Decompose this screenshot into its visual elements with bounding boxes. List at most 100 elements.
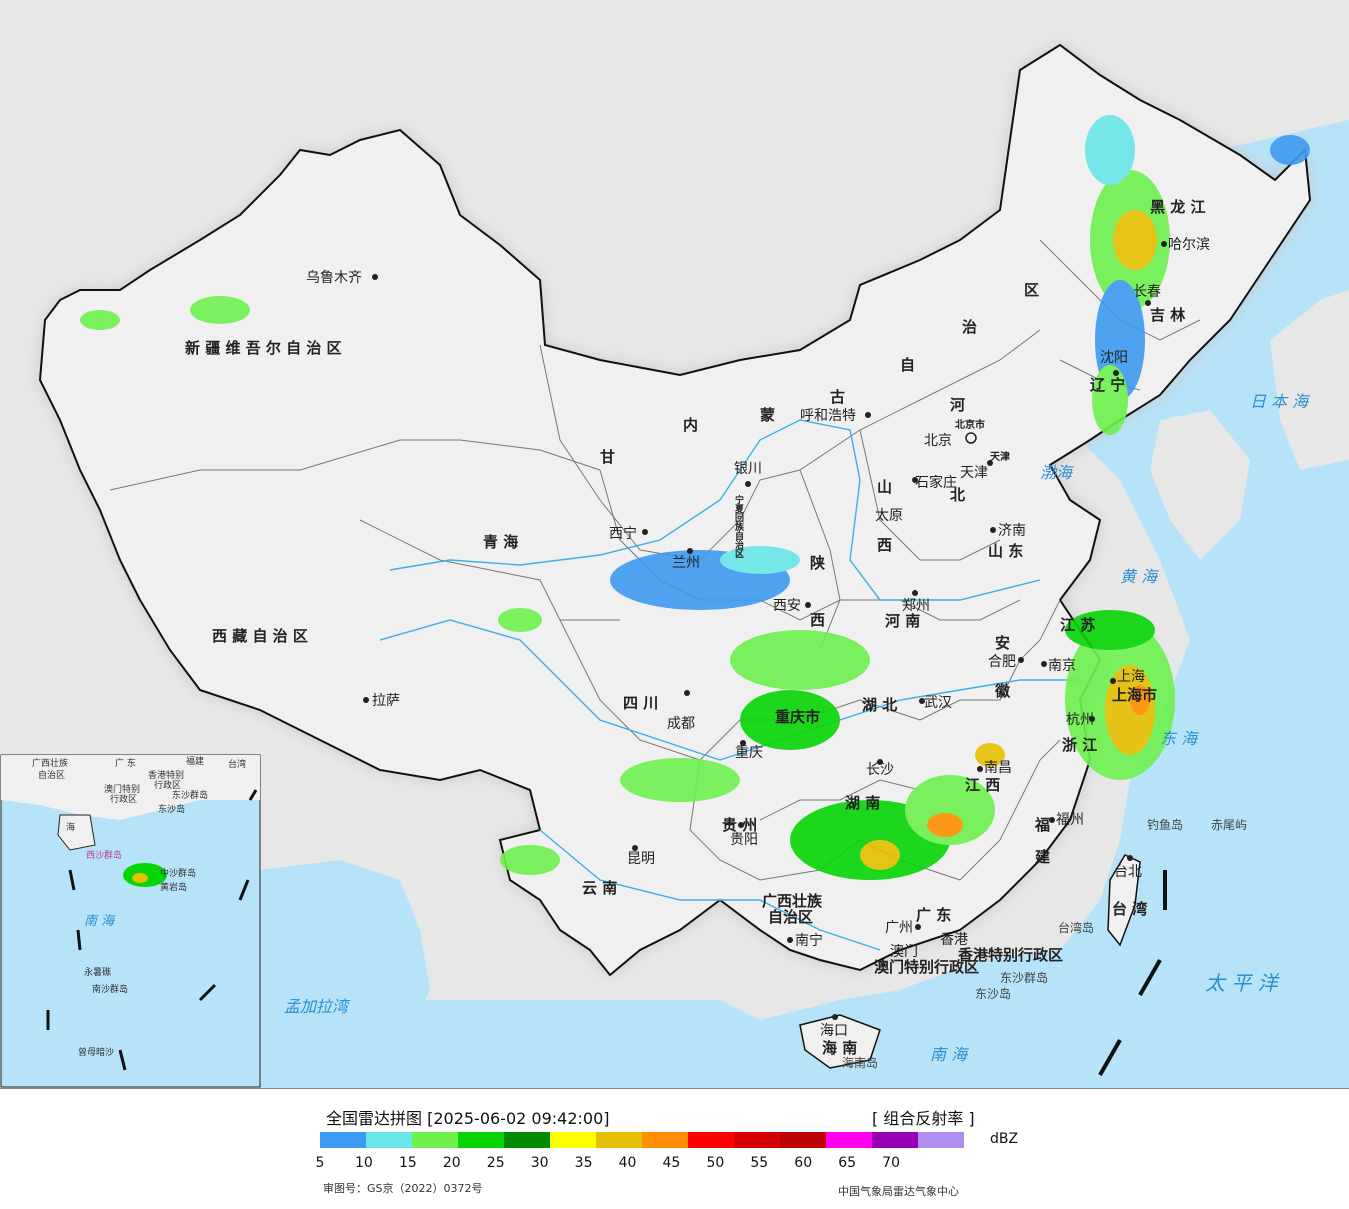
color-swatch	[688, 1132, 734, 1148]
city-dot-taibei	[1127, 855, 1133, 861]
city-dot-fuzhou	[1049, 817, 1055, 823]
region-label: 广 东	[916, 906, 951, 924]
city-dot-hefei	[1018, 657, 1024, 663]
tick-label: 40	[618, 1155, 637, 1171]
city-dot-hangzhou	[1089, 716, 1095, 722]
city-dot-yinchuan	[745, 481, 751, 487]
color-bar	[320, 1132, 964, 1148]
city-label: 南昌	[984, 760, 1012, 776]
region-label: 西 藏 自 治 区	[212, 627, 308, 645]
city-label: 上海	[1117, 669, 1145, 685]
japan-land	[1270, 290, 1349, 470]
city-dot-changsha	[877, 759, 883, 765]
inset-label: 广 东	[115, 757, 136, 769]
region-label: 湖 北	[862, 696, 897, 714]
city-dot-wuhan	[919, 698, 925, 704]
city-dot-nanjing	[1041, 661, 1047, 667]
region-label: 建	[1035, 848, 1051, 866]
radar-echoes	[80, 115, 1310, 880]
echo-jiangsu	[1065, 610, 1155, 650]
city-dot-shijiazhuang	[912, 477, 918, 483]
echo-liaoning	[1092, 365, 1128, 435]
inset-label: 东沙群岛	[172, 789, 208, 801]
region-label: 新 疆 维 吾 尔 自 治 区	[185, 339, 342, 357]
city-dot-nanchang	[977, 766, 983, 772]
color-swatch	[734, 1132, 780, 1148]
echo-heilongjiang-east	[1270, 135, 1310, 165]
korea-land	[1150, 410, 1250, 560]
city-dot-lhasa	[363, 697, 369, 703]
inset-label: 海	[66, 821, 75, 833]
city-label: 南京	[1048, 658, 1076, 674]
color-swatch	[596, 1132, 642, 1148]
city-dot-chengdu	[684, 690, 690, 696]
inset-label: 曾母暗沙	[78, 1046, 114, 1058]
region-label: 宁夏回族自治区	[733, 494, 745, 558]
inset-label: 澳门特别	[104, 783, 140, 795]
region-label: 自	[900, 356, 915, 374]
city-label: 西安	[773, 598, 801, 614]
region-label: 青 海	[483, 533, 518, 551]
city-dot-shenyang	[1113, 370, 1119, 376]
city-dot-chongqing	[740, 740, 746, 746]
tick-label: 5	[315, 1155, 325, 1171]
tick-label: 65	[838, 1155, 857, 1171]
city-dot-xian	[805, 602, 811, 608]
region-label: 陕	[810, 554, 825, 572]
inset-label: 行政区	[110, 793, 137, 805]
city-label: 杭州	[1066, 712, 1094, 728]
echo-hunan-core	[860, 840, 900, 870]
region-label: 北	[950, 486, 965, 504]
inset-label: 香港特别	[148, 769, 184, 781]
region-label: 西	[810, 611, 825, 629]
city-label: 呼和浩特	[800, 408, 856, 424]
city-label: 南宁	[795, 932, 823, 949]
region-label: 台 湾	[1112, 900, 1147, 918]
inset-label: 广西壮族	[32, 757, 68, 769]
city-label: 银川	[734, 461, 762, 477]
island-label: 台湾岛	[1058, 920, 1094, 935]
city-label: 长春	[1133, 284, 1161, 300]
echo-yunnan-west	[500, 845, 560, 875]
city-label: 合肥	[988, 654, 1016, 670]
inset-label: 永暑礁	[84, 966, 111, 978]
city-label: 拉萨	[372, 693, 400, 709]
city-label: 香港	[940, 932, 968, 948]
sea-label: 孟加拉湾	[284, 997, 351, 1016]
region-label: 古	[830, 388, 845, 406]
region-label: 徽	[994, 682, 1011, 700]
sea-label: 东 海	[1160, 729, 1199, 748]
region-label: 云 南	[582, 879, 617, 897]
region-label: 广西壮族	[762, 892, 823, 910]
tick-label: 30	[530, 1155, 549, 1171]
region-label: 辽 宁	[1090, 376, 1125, 394]
region-label: 黑 龙 江	[1150, 198, 1205, 216]
city-dot-zhengzhou	[912, 590, 918, 596]
radar-map: 乌鲁木齐 拉萨 西宁 兰州 银川 呼和浩特 北京 天津 石家庄 太原 济南 郑州…	[0, 0, 1349, 1088]
region-label: 蒙	[760, 406, 775, 424]
region-label: 香港特别行政区	[958, 946, 1063, 964]
sea-label: 黄 海	[1120, 567, 1159, 586]
legend-title: 全国雷达拼图 [2025-06-02 09:42:00]	[326, 1109, 610, 1128]
city-label: 哈尔滨	[1168, 237, 1210, 253]
city-dot-guiyang	[738, 822, 744, 828]
city-dot-jinan	[990, 527, 996, 533]
color-swatch	[780, 1132, 826, 1148]
color-swatch	[320, 1132, 366, 1148]
island-label: 赤尾屿	[1211, 818, 1247, 832]
dash-lines	[1098, 870, 1167, 1076]
city-labels: 乌鲁木齐 拉萨 西宁 兰州 银川 呼和浩特 北京 天津 石家庄 太原 济南 郑州…	[306, 237, 1210, 1039]
sea-label: 南 海	[930, 1045, 969, 1064]
hainan-island	[799, 1014, 881, 1069]
city-label: 福州	[1056, 812, 1084, 828]
city-label: 海口	[820, 1023, 848, 1039]
city-label: 石家庄	[915, 474, 957, 491]
region-label: 治	[962, 318, 977, 336]
product-name: [ 组合反射率 ]	[872, 1109, 975, 1128]
echo-shanghai-core	[1130, 685, 1150, 715]
color-swatch	[504, 1132, 550, 1148]
city-label: 兰州	[672, 555, 700, 571]
sea-label: 太 平 洋	[1205, 971, 1280, 995]
rivers	[379, 419, 1080, 951]
taiwan-island	[1107, 854, 1141, 947]
